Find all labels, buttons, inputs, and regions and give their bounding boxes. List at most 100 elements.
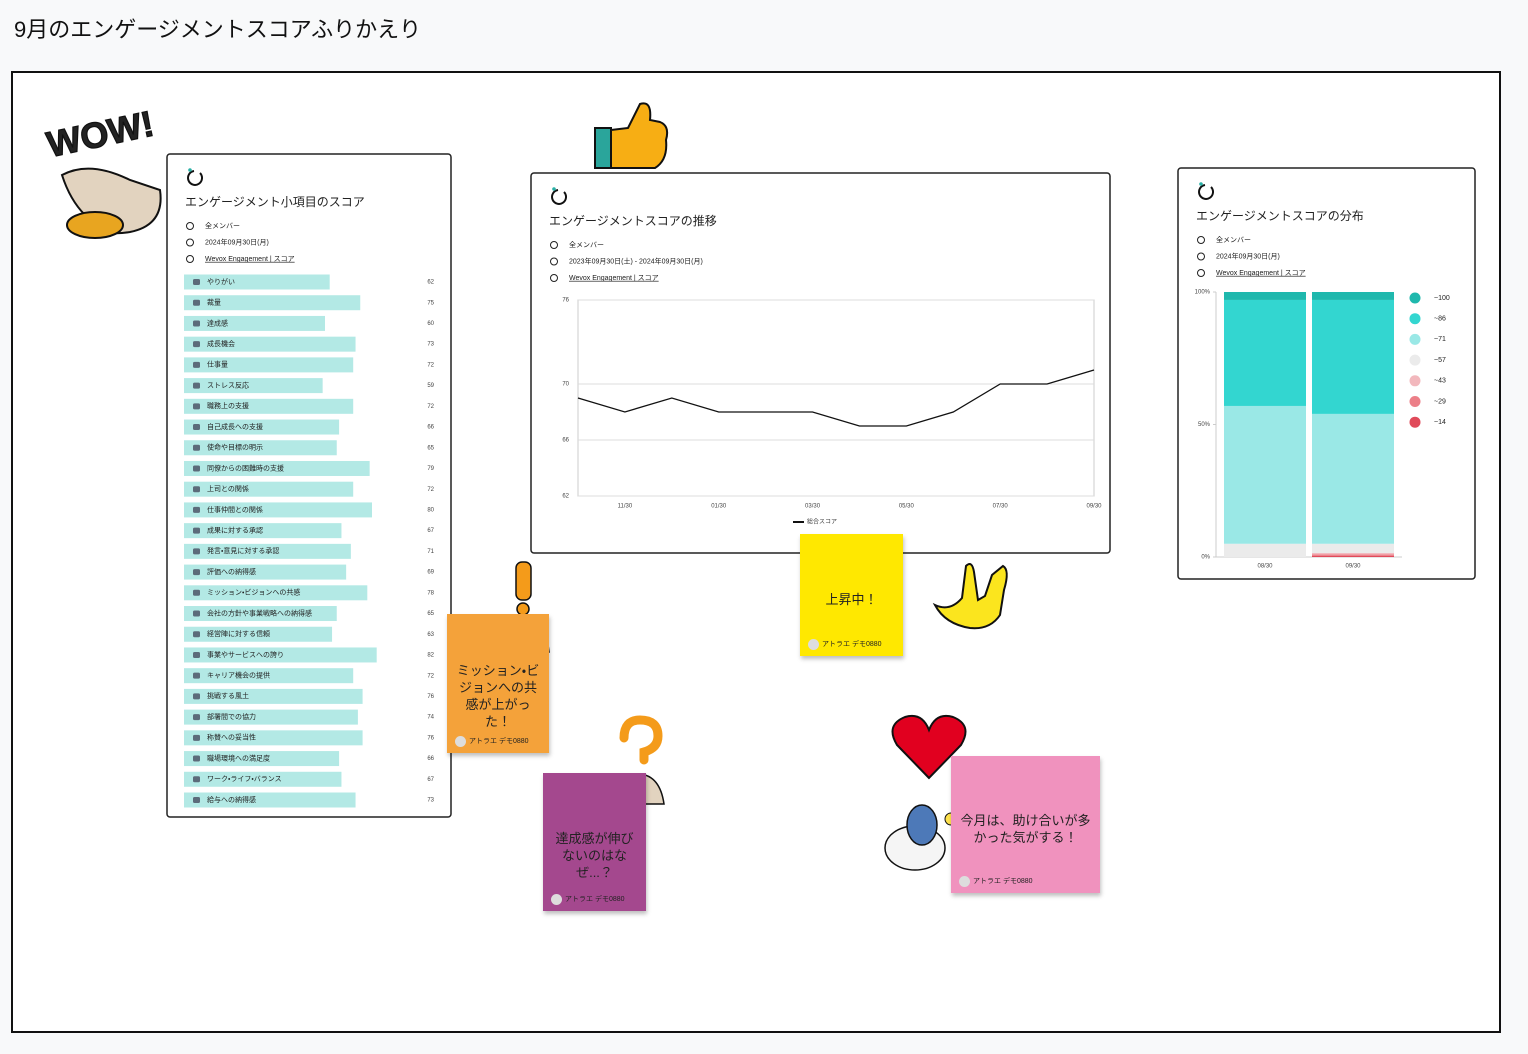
legend-swatch	[1409, 375, 1421, 387]
sticky-note[interactable]: 上昇中！ アトラエ デモ0880	[800, 534, 903, 656]
value-label: 78	[427, 590, 434, 596]
bar	[184, 792, 356, 808]
meta-text[interactable]: Wevox Engagement | スコア	[1216, 269, 1306, 277]
legend-swatch	[1409, 354, 1421, 366]
legend-label: ~71	[1434, 336, 1446, 343]
legend-swatch	[1409, 292, 1421, 304]
bar-label: 職務上の支援	[207, 401, 249, 410]
note-text: 達成感が伸びないのはなぜ...？	[555, 831, 634, 880]
bar-label: 称賛への妥当性	[207, 733, 256, 742]
bar-label: 仕事仲間との関係	[207, 505, 263, 514]
note-author: アトラエ デモ0880	[565, 896, 625, 903]
stacked-segment	[1224, 292, 1306, 300]
category-icon	[193, 527, 200, 534]
bar-label: 成果に対する承認	[207, 525, 263, 534]
category-icon	[193, 672, 200, 679]
value-label: 79	[427, 466, 434, 472]
avatar	[455, 736, 466, 747]
meta-icon	[1197, 252, 1205, 261]
y-tick-label: 62	[562, 494, 569, 500]
value-label: 72	[427, 673, 434, 679]
category-icon	[193, 797, 200, 803]
bar-label: やりがい	[207, 277, 235, 286]
bar-label: 給与への納得感	[207, 795, 256, 804]
bar	[184, 730, 363, 746]
note-author: アトラエ デモ0880	[469, 738, 529, 745]
app-logo	[551, 189, 567, 205]
x-tick-label: 01/30	[711, 504, 727, 510]
bar	[184, 502, 372, 518]
stacked-segment	[1312, 292, 1394, 300]
category-icon	[193, 548, 200, 555]
question-sticker	[619, 715, 663, 765]
app-logo-dot	[552, 187, 556, 191]
category-icon	[193, 382, 200, 389]
value-label: 66	[427, 756, 434, 762]
note-text: ミッション・ビジョンへの共感が上がった！	[456, 663, 540, 729]
category-icon	[193, 486, 200, 493]
meta-text[interactable]: Wevox Engagement | スコア	[569, 274, 659, 282]
y-tick-label: 66	[562, 438, 569, 444]
meta-icon	[186, 222, 194, 230]
bar	[184, 274, 330, 290]
y-tick-label: 70	[562, 382, 569, 388]
avatar	[959, 876, 970, 887]
bar-label: 会社の方針や事業戦略への納得感	[207, 608, 312, 617]
bar	[184, 460, 370, 476]
page-title: 9月のエンゲージメントスコアふりかえり	[14, 17, 422, 42]
bar	[184, 523, 342, 539]
legend-label: ~100	[1434, 295, 1450, 302]
value-label: 67	[427, 777, 434, 783]
note-author: アトラエ デモ0880	[973, 878, 1033, 885]
bar-label: 部署間での協力	[207, 712, 256, 721]
bar	[184, 771, 342, 787]
category-icon	[193, 299, 200, 306]
bar	[184, 336, 356, 352]
thumbs-up-sticker	[610, 102, 669, 169]
bar	[184, 398, 354, 414]
category-icon	[193, 424, 200, 431]
category-icon	[193, 569, 200, 576]
category-icon	[193, 341, 200, 348]
exclamation-sticker	[515, 561, 532, 601]
sticky-note[interactable]: 達成感が伸びないのはなぜ...？ アトラエ デモ0880	[543, 773, 646, 911]
value-label: 74	[427, 715, 434, 721]
meta-icon	[1197, 236, 1205, 244]
stacked-segment	[1312, 555, 1394, 557]
stacked-segment	[1312, 413, 1394, 544]
meta-text: 2024年09月30日(月)	[1216, 251, 1280, 260]
value-label: 82	[427, 653, 434, 659]
value-label: 63	[427, 632, 434, 638]
bar-label: 上司との関係	[207, 484, 249, 493]
value-label: 76	[427, 735, 434, 741]
bar-label: 発言・意見に対する承認	[207, 546, 279, 555]
bar	[184, 440, 337, 456]
value-label: 72	[427, 487, 434, 493]
value-label: 66	[427, 425, 434, 431]
y-tick-label: 50%	[1198, 422, 1211, 428]
meta-icon	[550, 241, 558, 249]
gorilla-head	[906, 804, 938, 846]
value-label: 59	[427, 383, 434, 389]
rock-hand-sticker	[932, 563, 1008, 630]
meta-text[interactable]: Wevox Engagement | スコア	[205, 255, 295, 263]
category-icon	[193, 506, 200, 513]
stacked-segment	[1312, 553, 1394, 555]
value-label: 75	[427, 300, 434, 306]
bar-label: 経営陣に対する信頼	[207, 629, 270, 638]
legend-swatch	[1409, 396, 1421, 407]
value-label: 62	[427, 280, 434, 286]
line-series	[577, 369, 1095, 427]
x-tick-label: 05/30	[899, 504, 915, 510]
sticky-note[interactable]: ミッション・ビジョンへの共感が上がった！ アトラエ デモ0880	[447, 614, 549, 753]
bar-label: ミッション・ビジョンへの共感	[207, 588, 300, 597]
bar	[184, 481, 354, 497]
category-icon	[193, 279, 200, 285]
value-label: 65	[427, 611, 434, 617]
sticky-note[interactable]: 今月は、助け合いが多かった気がする！ アトラエ デモ0880	[951, 756, 1100, 893]
value-label: 60	[427, 321, 434, 327]
value-label: 73	[427, 798, 434, 804]
value-label: 65	[427, 445, 434, 451]
